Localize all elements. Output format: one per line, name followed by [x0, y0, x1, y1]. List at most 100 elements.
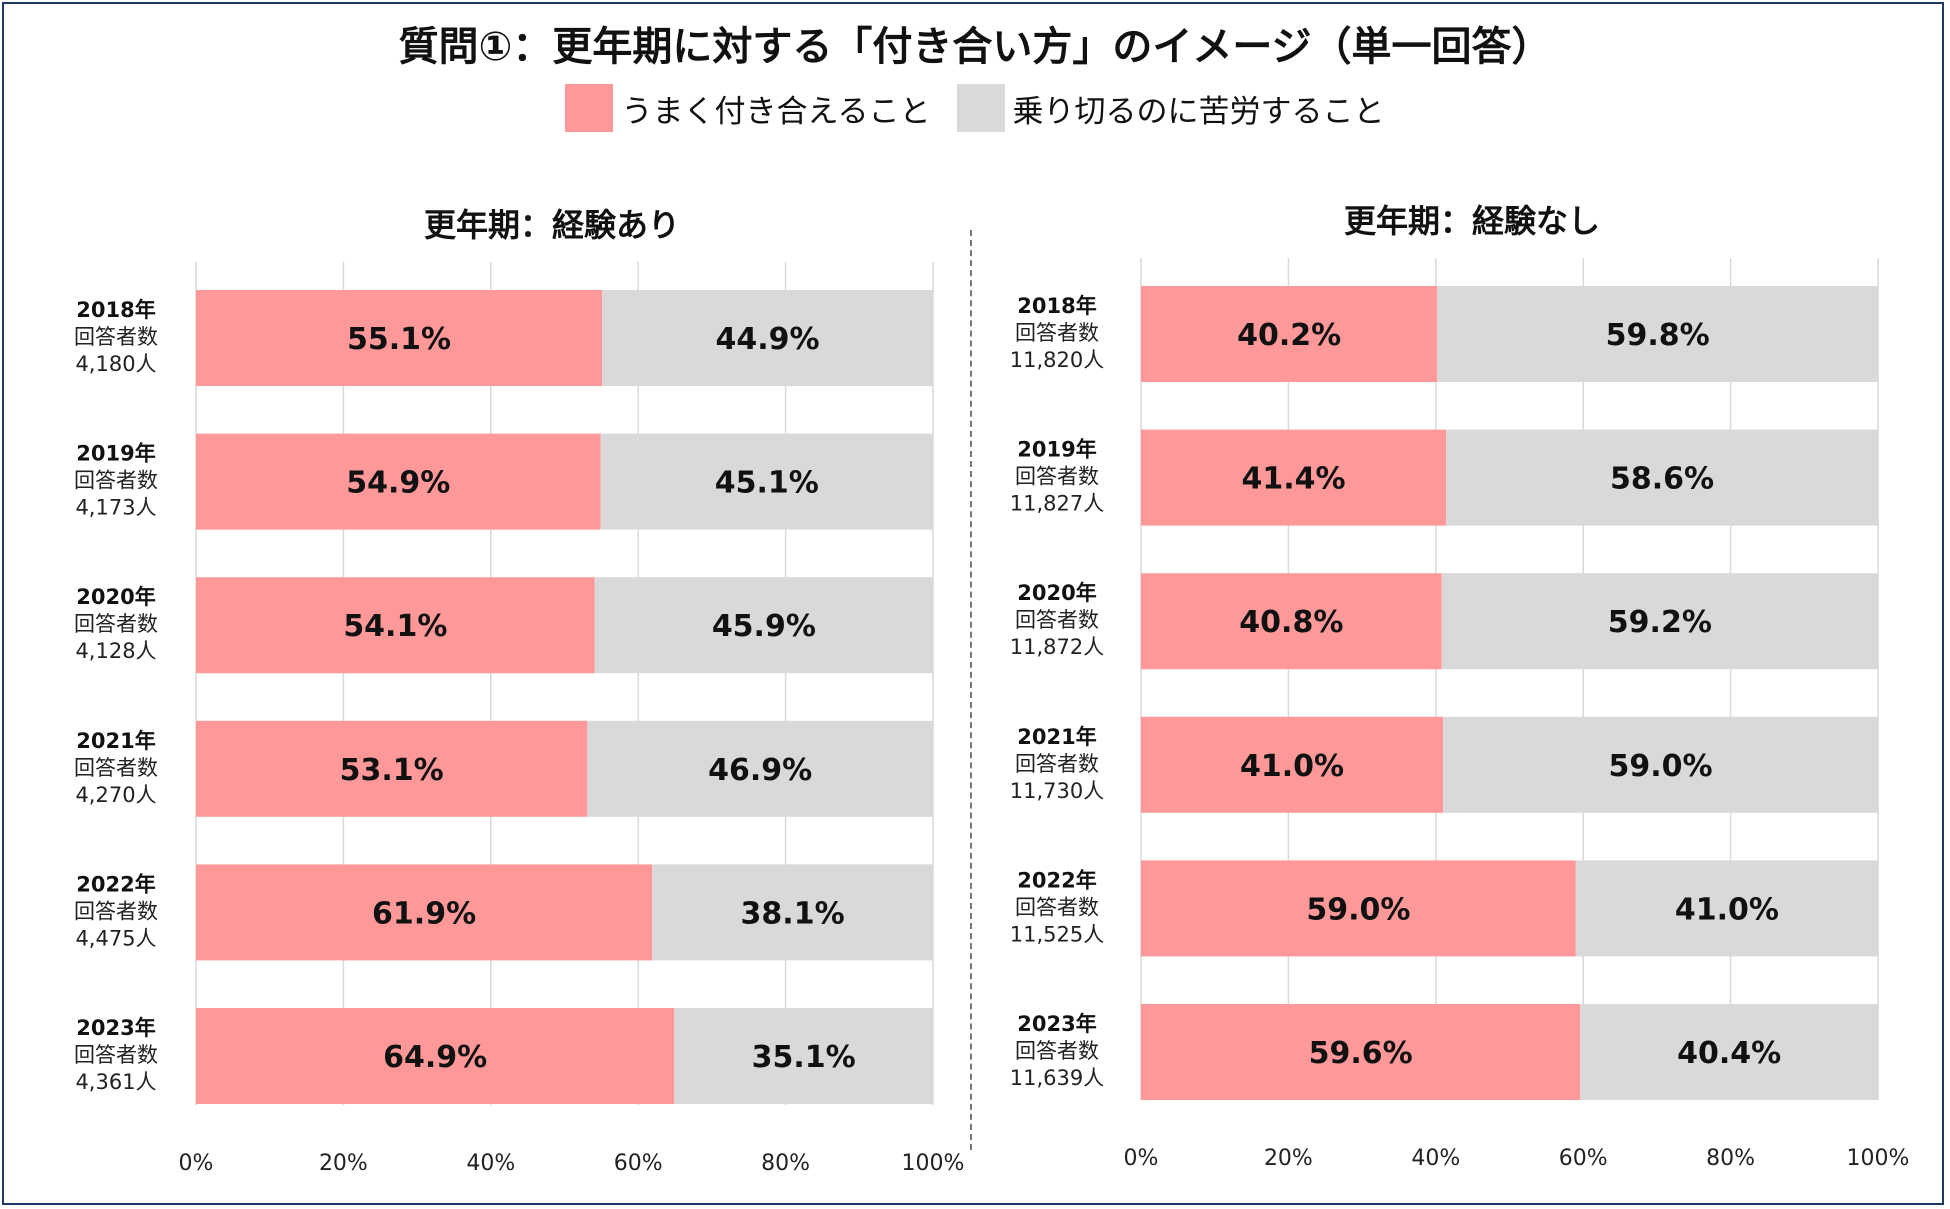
- category-sub-label: 回答者数: [1015, 895, 1099, 919]
- data-label: 59.0%: [1306, 892, 1410, 927]
- category-year-label: 2019年: [1017, 438, 1096, 462]
- bar-segment: [1446, 429, 1878, 526]
- category-year-label: 2023年: [1017, 1012, 1096, 1036]
- x-tick-label: 100%: [1847, 1146, 1910, 1171]
- bar-segment: [587, 720, 933, 817]
- bar-segment: [196, 864, 653, 961]
- legend: うまく付き合えること 乗り切るのに苦労すること: [0, 84, 1950, 132]
- bar-segment: [1141, 860, 1576, 957]
- category-year-label: 2022年: [76, 872, 155, 896]
- category-year-label: 2021年: [76, 729, 155, 753]
- data-label: 45.9%: [712, 609, 816, 644]
- bar-segment: [652, 864, 933, 961]
- data-label: 55.1%: [347, 322, 451, 357]
- data-label: 54.9%: [346, 466, 450, 501]
- data-label: 46.9%: [708, 753, 812, 788]
- category-sub-label: 回答者数: [74, 469, 158, 493]
- legend-label-b: 乗り切るのに苦労すること: [1012, 93, 1385, 130]
- bar-segment: [1141, 573, 1442, 670]
- x-tick-label: 100%: [902, 1151, 965, 1176]
- bar-segment: [602, 290, 933, 386]
- category-count-label: 4,173人: [75, 496, 156, 520]
- legend-item-b: 乗り切るのに苦労すること: [956, 84, 1385, 132]
- category-sub-label: 回答者数: [1015, 465, 1099, 489]
- category-sub-label: 回答者数: [74, 899, 158, 923]
- category-count-label: 4,270人: [75, 783, 156, 807]
- category-sub-label: 回答者数: [74, 612, 158, 636]
- bar-segment: [1443, 716, 1878, 813]
- bar-segment: [1575, 860, 1878, 957]
- bar-segment: [1141, 716, 1444, 813]
- x-tick-label: 60%: [1559, 1146, 1608, 1171]
- x-tick-label: 60%: [614, 1151, 663, 1176]
- category-count-label: 11,639人: [1010, 1066, 1104, 1090]
- x-tick-label: 20%: [1264, 1146, 1313, 1171]
- category-count-label: 4,128人: [75, 639, 156, 663]
- bar-segment: [1441, 573, 1878, 670]
- category-count-label: 11,730人: [1010, 779, 1104, 803]
- data-label: 59.8%: [1606, 318, 1710, 353]
- bar-segment: [1437, 286, 1878, 382]
- x-tick-label: 80%: [761, 1151, 810, 1176]
- data-label: 59.2%: [1608, 605, 1712, 640]
- legend-swatch-a: [565, 84, 614, 132]
- category-sub-label: 回答者数: [74, 325, 158, 349]
- category-count-label: 4,475人: [75, 926, 156, 950]
- chart-title: 質問①：更年期に対する「付き合い方」のイメージ（単一回答）: [398, 24, 1552, 70]
- data-label: 40.2%: [1237, 318, 1341, 353]
- data-label: 44.9%: [716, 322, 820, 357]
- legend-swatch-b: [956, 84, 1005, 132]
- x-tick-label: 40%: [466, 1151, 515, 1176]
- category-sub-label: 回答者数: [74, 1043, 158, 1067]
- category-year-label: 2020年: [76, 585, 155, 609]
- legend-label-a: うまく付き合えること: [621, 93, 931, 130]
- data-label: 53.1%: [340, 753, 444, 788]
- bar-segment: [1141, 429, 1447, 526]
- x-tick-label: 20%: [319, 1151, 368, 1176]
- bar-segment: [196, 290, 603, 386]
- x-tick-label: 80%: [1706, 1146, 1755, 1171]
- category-count-label: 4,361人: [75, 1070, 156, 1094]
- data-label: 41.0%: [1675, 892, 1779, 927]
- category-sub-label: 回答者数: [1015, 321, 1099, 345]
- bar-segment: [600, 433, 933, 530]
- data-label: 45.1%: [715, 466, 819, 501]
- panel-divider: [970, 230, 972, 1150]
- category-count-label: 11,820人: [1010, 348, 1104, 372]
- panel-title-left: 更年期：経験あり: [423, 206, 680, 244]
- category-sub-label: 回答者数: [1015, 752, 1099, 776]
- category-sub-label: 回答者数: [74, 756, 158, 780]
- bar-segment: [1141, 286, 1438, 382]
- data-label: 41.0%: [1240, 749, 1344, 784]
- bar-segment: [1141, 1004, 1581, 1100]
- category-count-label: 11,872人: [1010, 635, 1104, 659]
- data-label: 59.6%: [1309, 1036, 1413, 1071]
- category-year-label: 2018年: [76, 298, 155, 322]
- category-count-label: 11,525人: [1010, 922, 1104, 946]
- bar-segment: [196, 577, 595, 674]
- bar-segment: [196, 720, 588, 817]
- data-label: 38.1%: [741, 896, 845, 931]
- x-tick-label: 0%: [179, 1151, 214, 1176]
- x-tick-label: 40%: [1411, 1146, 1460, 1171]
- data-label: 41.4%: [1242, 462, 1346, 497]
- category-year-label: 2019年: [76, 442, 155, 466]
- category-count-label: 4,180人: [75, 352, 156, 376]
- bar-segment: [196, 1008, 675, 1104]
- data-label: 40.4%: [1677, 1036, 1781, 1071]
- data-label: 58.6%: [1610, 462, 1714, 497]
- bar-segment: [594, 577, 933, 674]
- bar-segment: [196, 433, 601, 530]
- data-label: 59.0%: [1609, 749, 1713, 784]
- category-sub-label: 回答者数: [1015, 608, 1099, 632]
- panel-title-right: 更年期：経験なし: [1343, 202, 1600, 240]
- data-label: 64.9%: [383, 1040, 487, 1075]
- category-sub-label: 回答者数: [1015, 1039, 1099, 1063]
- category-count-label: 11,827人: [1010, 492, 1104, 516]
- data-label: 35.1%: [752, 1040, 856, 1075]
- category-year-label: 2018年: [1017, 294, 1096, 318]
- bar-segment: [1580, 1004, 1878, 1100]
- data-label: 40.8%: [1239, 605, 1343, 640]
